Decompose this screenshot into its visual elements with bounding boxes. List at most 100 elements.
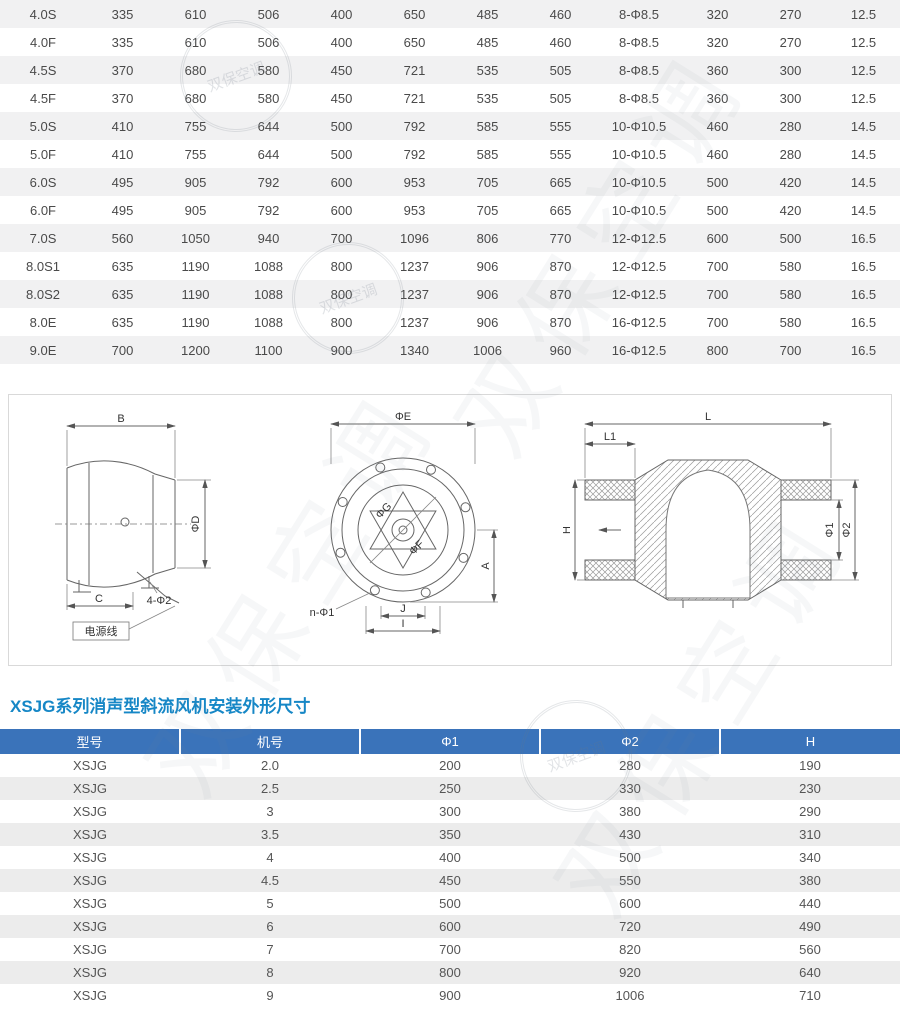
table-cell: 4.5F — [29, 90, 56, 106]
table-cell: 4 — [266, 850, 274, 865]
right-duct-top-wall — [780, 479, 832, 501]
install-table: 型号 机号 Φ1 Φ2 H XSJG 2.0 200 280 190 XSJG 2.5 250 330 2… — [0, 729, 900, 1007]
table-cell: 500 — [330, 118, 353, 134]
table-cell: 8 — [266, 965, 274, 980]
table-cell: 14.5 — [850, 202, 877, 218]
table-cell: 644 — [257, 146, 280, 162]
dim-label-n-holes: n-Φ1 — [310, 607, 335, 619]
table-cell: 280 — [619, 758, 641, 773]
dim-label-phi-g: ΦG — [374, 501, 395, 522]
table-cell: 710 — [799, 988, 821, 1003]
table-cell: 8.0S2 — [26, 286, 60, 302]
table-cell: 1237 — [400, 314, 429, 330]
table-cell: 820 — [619, 942, 641, 957]
table-cell: 900 — [439, 988, 461, 1003]
table-cell: 1340 — [400, 342, 429, 358]
table-row: XSJG 4 400 500 340 — [0, 846, 900, 869]
table-cell: 400 — [439, 850, 461, 865]
table-cell: 9.0E — [29, 342, 57, 358]
table-cell: 535 — [476, 90, 499, 106]
table-row: XSJG 7 700 820 560 — [0, 938, 900, 961]
install-table-body: XSJG 2.0 200 280 190 XSJG 2.5 250 330 230 XSJG 3 300… — [0, 754, 900, 1007]
table-cell: 2.5 — [260, 781, 280, 796]
table-cell: 600 — [619, 896, 641, 911]
table-cell: 360 — [706, 90, 729, 106]
table-cell: 555 — [549, 118, 572, 134]
table-cell: 3.5 — [260, 827, 280, 842]
bolt-holes — [335, 462, 471, 598]
table-cell: 1100 — [254, 342, 283, 358]
table-cell: 12-Φ12.5 — [611, 230, 667, 246]
table-cell: 506 — [257, 6, 280, 22]
table-cell: 640 — [799, 965, 821, 980]
table-cell: 792 — [403, 118, 426, 134]
table-cell: 270 — [779, 34, 802, 50]
table-cell: 16.5 — [850, 258, 877, 274]
table-cell: 290 — [799, 804, 821, 819]
table-cell: 1096 — [400, 230, 429, 246]
table-cell: 610 — [184, 34, 207, 50]
dim-label-b: B — [117, 413, 124, 425]
table-cell: 5 — [266, 896, 274, 911]
table-cell: 870 — [549, 314, 572, 330]
table-row: 4.5F 370 680 580 450 721 535 505 8-Φ8.5 360 300 12.… — [0, 84, 900, 112]
table-cell: 705 — [476, 202, 499, 218]
motor-cone — [665, 469, 751, 599]
table-cell: 792 — [257, 174, 280, 190]
dim-label-phi-e: ΦE — [395, 411, 411, 423]
table-cell: 430 — [619, 827, 641, 842]
table-cell: 300 — [439, 804, 461, 819]
table-cell: 1006 — [473, 342, 502, 358]
table-cell: 560 — [799, 942, 821, 957]
table-cell: 450 — [330, 62, 353, 78]
table-cell: 7.0S — [29, 230, 57, 246]
table-cell: 700 — [706, 314, 729, 330]
table-row: XSJG 5 500 600 440 — [0, 892, 900, 915]
table-cell: 1190 — [181, 286, 210, 302]
table-cell: 14.5 — [850, 174, 877, 190]
table-row: 5.0F 410 755 644 500 792 585 555 10-Φ10.5 460 280 1… — [0, 140, 900, 168]
table-cell: 10-Φ10.5 — [611, 118, 667, 134]
table-cell: 16.5 — [850, 342, 877, 358]
table-cell: 330 — [619, 781, 641, 796]
table-cell: 495 — [111, 174, 134, 190]
table-cell: 4.5S — [29, 62, 57, 78]
table-cell: 905 — [184, 174, 207, 190]
table-cell: 7 — [266, 942, 274, 957]
section-title: XSJG系列消声型斜流风机安装外形尺寸 — [10, 697, 311, 716]
table-cell: 5.0S — [29, 118, 57, 134]
table-cell: 8-Φ8.5 — [618, 62, 659, 78]
table-row: XSJG 2.0 200 280 190 — [0, 754, 900, 777]
table-cell: 335 — [111, 34, 134, 50]
table-cell: 490 — [799, 919, 821, 934]
spec-table-body: 4.0S 335 610 506 400 650 485 460 8-Φ8.5 320 270 12.… — [0, 0, 900, 364]
table-cell: 721 — [403, 62, 426, 78]
table-cell: 1006 — [615, 988, 645, 1003]
table-cell: XSJG — [73, 942, 107, 957]
table-cell: 580 — [779, 286, 802, 302]
table-cell: 1237 — [400, 258, 429, 274]
dim-label-phi1: Φ1 — [824, 523, 836, 538]
table-cell: 600 — [706, 230, 729, 246]
table-row: 8.0S2 635 1190 1088 800 1237 906 870 12-Φ12.5 700… — [0, 280, 900, 308]
table-cell: 6 — [266, 919, 274, 934]
table-row: XSJG 9 900 1006 710 — [0, 984, 900, 1007]
power-cord-line — [136, 571, 180, 604]
table-cell: 1200 — [181, 342, 210, 358]
table-cell: 505 — [549, 90, 572, 106]
table-cell: 800 — [706, 342, 729, 358]
table-cell: 420 — [779, 202, 802, 218]
table-cell: 792 — [257, 202, 280, 218]
table-cell: 770 — [549, 230, 572, 246]
table-cell: 280 — [779, 146, 802, 162]
table-cell: 600 — [330, 202, 353, 218]
table-cell: 250 — [439, 781, 461, 796]
dim-label-h: H — [563, 526, 573, 534]
table-cell: 600 — [439, 919, 461, 934]
table-cell: 380 — [799, 873, 821, 888]
table-cell: 680 — [184, 62, 207, 78]
table-cell: 720 — [619, 919, 641, 934]
table-cell: 16-Φ12.5 — [611, 314, 667, 330]
column-header: 型号 — [0, 729, 181, 754]
table-cell: 450 — [439, 873, 461, 888]
